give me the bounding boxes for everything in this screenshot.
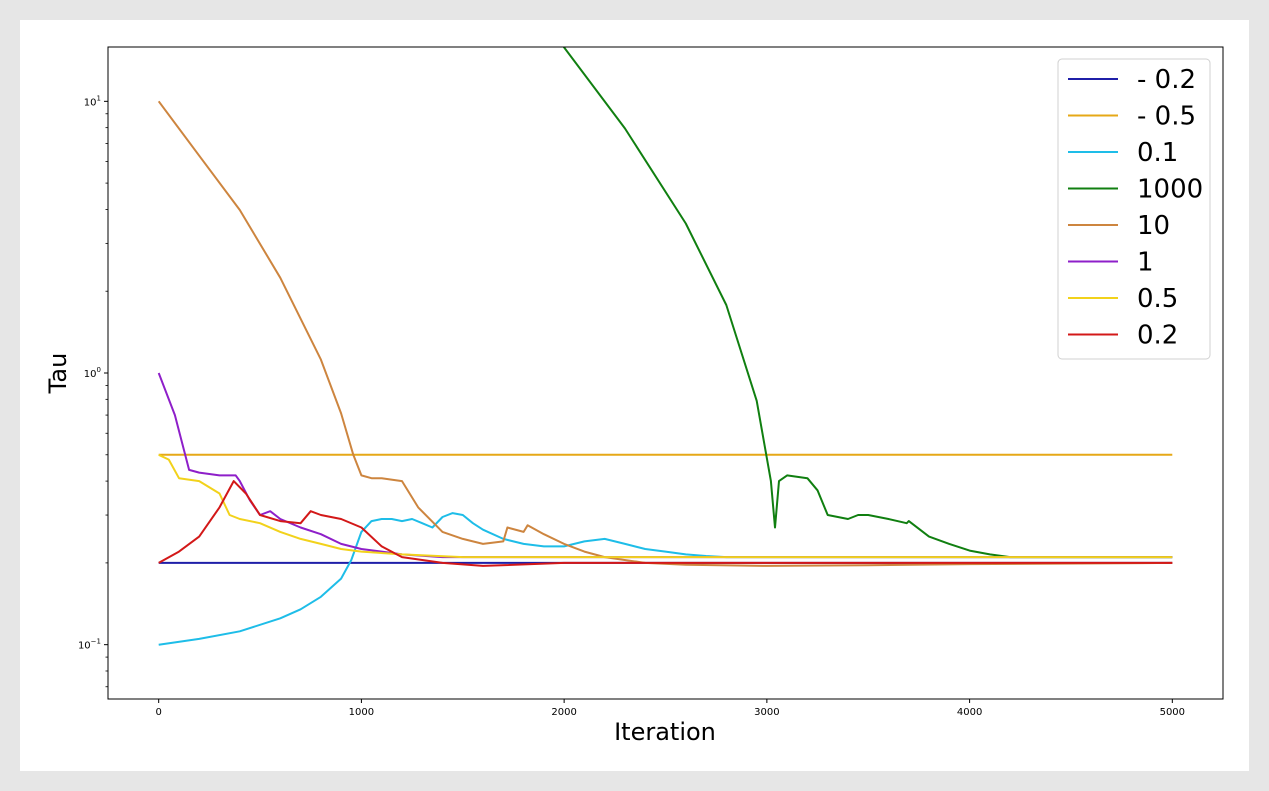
legend-label: 1000	[1137, 175, 1203, 205]
series-layer	[157, 47, 1173, 646]
x-axis: 0 1000 2000 3000 4000 5000	[155, 699, 1185, 718]
x-tick-label: 3000	[754, 707, 779, 718]
legend-label: - 0.5	[1137, 102, 1196, 132]
legend-label: 0.1	[1137, 138, 1178, 168]
legend-label: 10	[1137, 211, 1170, 241]
y-tick-label: 101	[84, 94, 101, 108]
y-tick-label: 100	[84, 366, 101, 380]
x-tick-label: 1000	[349, 707, 374, 718]
y-axis-label: Tau	[44, 353, 72, 395]
y-tick-label: 10−1	[78, 638, 101, 652]
x-tick-label: 4000	[957, 707, 982, 718]
x-axis-label: Iteration	[614, 718, 716, 746]
legend-label: - 0.2	[1137, 65, 1196, 95]
legend-label: 1	[1137, 248, 1154, 278]
series-line-3	[562, 47, 1173, 559]
legend: - 0.2 - 0.5 0.1 1000 10 1 0.5 0.2	[1057, 58, 1211, 360]
series-line-5	[157, 372, 1173, 559]
series-line-7	[158, 480, 1173, 567]
y-axis: 10−1100101102103	[78, 94, 108, 688]
series-line-6	[158, 453, 1173, 559]
series-line-4	[157, 100, 1173, 567]
legend-box	[1057, 58, 1211, 360]
series-line-2	[158, 512, 1173, 646]
x-tick-label: 2000	[551, 707, 576, 718]
x-tick-label: 5000	[1160, 707, 1185, 718]
legend-label: 0.2	[1137, 321, 1178, 351]
x-tick-label: 0	[155, 707, 161, 718]
axes-frame	[107, 46, 1224, 700]
legend-label: 0.5	[1137, 284, 1178, 314]
